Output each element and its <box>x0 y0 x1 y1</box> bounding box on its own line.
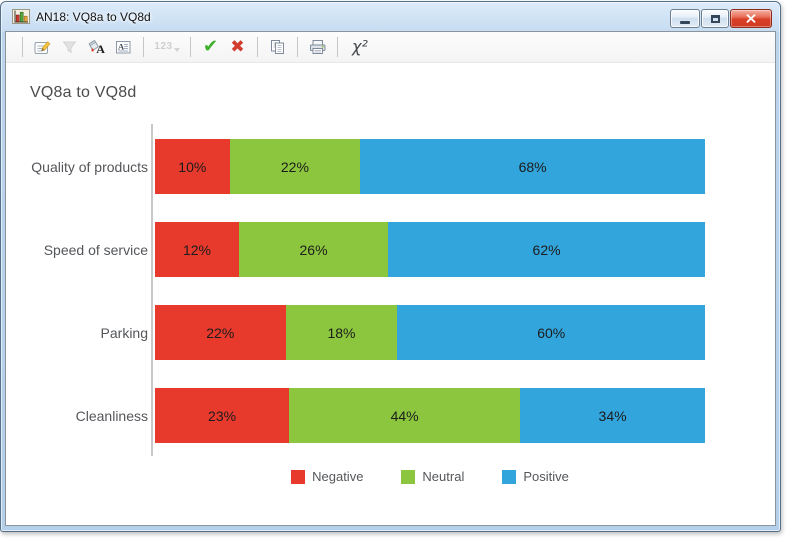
legend-swatch <box>502 469 517 484</box>
toolbar-separator <box>257 37 258 57</box>
segment-value: 34% <box>598 407 627 424</box>
stacked-bar: 23% 44% 34% <box>155 388 705 443</box>
accept-button[interactable]: ✔ <box>198 35 223 59</box>
copy-pages-icon <box>271 40 284 54</box>
bar-segment-negative: 22% <box>155 305 286 360</box>
segment-value: 22% <box>206 324 235 341</box>
legend-label: Positive <box>523 469 569 484</box>
red-cross-icon: ✖ <box>230 36 245 57</box>
chart-rows: Quality of products 10% 22% 68% Speed of ser… <box>30 124 705 456</box>
category-label: Cleanliness <box>75 407 148 424</box>
bar-segment-neutral: 44% <box>289 388 521 443</box>
segment-value: 62% <box>532 241 561 258</box>
stacked-bar: 22% 18% 60% <box>155 305 705 360</box>
segment-value: 10% <box>178 158 207 175</box>
bar-segment-neutral: 22% <box>229 139 361 194</box>
legend-label: Negative <box>312 469 364 484</box>
maximize-button[interactable] <box>701 9 729 28</box>
legend-swatch <box>401 469 416 484</box>
window-controls <box>670 9 772 28</box>
toolbar-separator <box>337 37 338 57</box>
copy-button[interactable] <box>265 35 290 59</box>
print-button[interactable] <box>305 35 330 59</box>
title-bar[interactable]: AN18: VQ8a to VQ8d <box>5 2 776 31</box>
segment-value: 68% <box>518 158 547 175</box>
close-icon <box>746 14 756 23</box>
bar-segment-neutral: 18% <box>285 305 398 360</box>
chart-row: Parking 22% 18% 60% <box>30 305 705 360</box>
toolbar-separator <box>22 37 23 57</box>
reject-button[interactable]: ✖ <box>225 35 250 59</box>
window-client-area: A A 123 ✔ ✖ <box>5 31 776 526</box>
category-label: Speed of service <box>43 241 148 258</box>
segment-value: 12% <box>182 241 211 258</box>
bar-segment-positive: 60% <box>397 305 705 360</box>
category-label: Parking <box>100 324 148 341</box>
chart-title: VQ8a to VQ8d <box>30 84 137 101</box>
category-label: Quality of products <box>31 158 148 175</box>
bar-segment-negative: 23% <box>155 388 290 443</box>
minimize-icon <box>680 20 690 24</box>
chart-row: Quality of products 10% 22% 68% <box>30 139 705 194</box>
printer-icon <box>309 40 325 54</box>
chart-row: Cleanliness 23% 44% 34% <box>30 388 705 443</box>
toolbar-separator <box>297 37 298 57</box>
chevron-down-icon <box>173 48 180 52</box>
paint-can-letter-icon: A <box>88 40 105 55</box>
legend-label: Neutral <box>422 469 465 484</box>
plot-area: Quality of products 10% 22% 68% Speed of ser… <box>30 124 705 456</box>
chi-squared-icon: χ² <box>352 37 368 56</box>
svg-text:A: A <box>96 42 105 55</box>
window-title: AN18: VQ8a to VQ8d <box>36 9 151 24</box>
legend-item-negative: Negative <box>291 469 363 484</box>
properties-button[interactable] <box>30 35 55 59</box>
toolbar-separator <box>143 37 144 57</box>
chart-panel: VQ8a to VQ8d Quality of products 10% 22% 68… <box>6 63 775 525</box>
legend-item-positive: Positive <box>502 469 569 484</box>
format-fill-button[interactable]: A <box>84 35 109 59</box>
bar-segment-positive: 62% <box>388 222 705 277</box>
bar-segment-positive: 68% <box>360 139 705 194</box>
bar-segment-positive: 34% <box>520 388 705 443</box>
stacked-bar: 10% 22% 68% <box>155 139 705 194</box>
segment-value: 22% <box>280 158 309 175</box>
filter-button[interactable] <box>57 35 82 59</box>
toolbar: A A 123 ✔ ✖ <box>6 32 775 63</box>
maximize-icon <box>710 14 720 23</box>
text-view-button[interactable]: A <box>111 35 136 59</box>
y-axis-line <box>151 124 153 456</box>
numeric-123-icon: 123 <box>154 41 173 52</box>
segment-value: 18% <box>327 324 356 341</box>
bar-segment-neutral: 26% <box>238 222 389 277</box>
green-check-icon: ✔ <box>202 36 219 57</box>
close-button[interactable] <box>730 9 772 28</box>
properties-form-pencil-icon <box>34 41 50 54</box>
bar-segment-negative: 10% <box>155 139 230 194</box>
toolbar-separator <box>190 37 191 57</box>
svg-text:A: A <box>118 42 125 52</box>
legend-swatch <box>291 469 306 484</box>
segment-value: 44% <box>390 407 419 424</box>
text-document-icon: A <box>116 41 131 54</box>
chart-row: Speed of service 12% 26% 62% <box>30 222 705 277</box>
numeric-format-button[interactable]: 123 <box>151 35 183 59</box>
segment-value: 26% <box>299 241 328 258</box>
minimize-button[interactable] <box>670 9 700 28</box>
filter-funnel-icon <box>62 41 77 54</box>
chart-legend: Negative Neutral Positive <box>155 469 705 484</box>
segment-value: 23% <box>208 407 237 424</box>
chi-squared-button[interactable]: χ² <box>345 35 375 59</box>
stacked-bar: 12% 26% 62% <box>155 222 705 277</box>
bar-chart-window-icon <box>12 9 30 24</box>
legend-item-neutral: Neutral <box>401 469 464 484</box>
segment-value: 60% <box>537 324 566 341</box>
bar-segment-negative: 12% <box>155 222 239 277</box>
app-window: AN18: VQ8a to VQ8d <box>0 1 781 532</box>
